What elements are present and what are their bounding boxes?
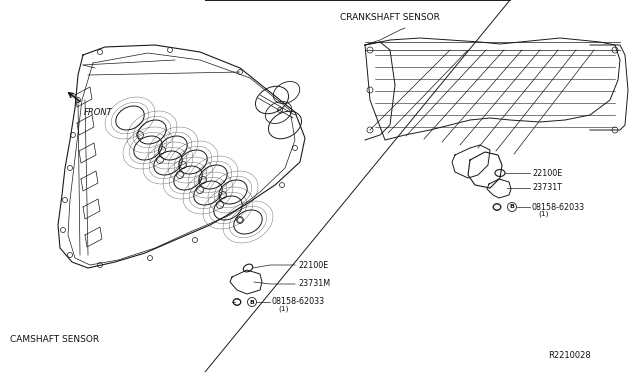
Text: 08158-62033: 08158-62033 [272, 298, 325, 307]
Text: 08158-62033: 08158-62033 [532, 202, 585, 212]
Text: (1): (1) [278, 306, 289, 312]
Text: B: B [509, 205, 515, 209]
Text: CAMSHAFT SENSOR: CAMSHAFT SENSOR [10, 336, 99, 344]
Text: CRANKSHAFT SENSOR: CRANKSHAFT SENSOR [340, 13, 440, 22]
Text: 23731T: 23731T [532, 183, 562, 192]
Text: 23731M: 23731M [298, 279, 330, 289]
Text: 22100E: 22100E [532, 169, 563, 177]
Text: (1): (1) [538, 211, 548, 217]
Text: 22100E: 22100E [298, 260, 328, 269]
Text: R2210028: R2210028 [548, 352, 591, 360]
Text: FRONT: FRONT [84, 108, 113, 117]
Text: B: B [250, 299, 255, 305]
